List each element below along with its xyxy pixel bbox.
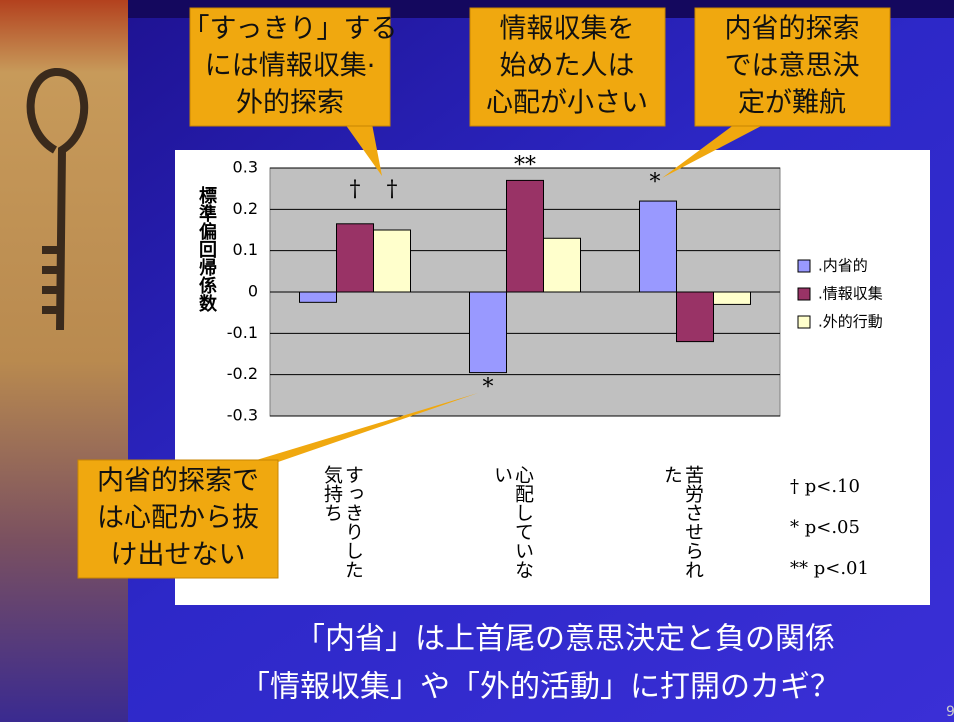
callout-text: には情報収集·: [205, 51, 376, 82]
callout-text: け出せない: [111, 540, 246, 571]
y-tick-label: 0.1: [233, 240, 258, 259]
significance-mark: †: [350, 177, 361, 202]
x-tick-label: すっきりした気持ち: [321, 465, 364, 579]
callout-text: 定が難航: [738, 88, 846, 119]
significance-mark: **: [514, 153, 536, 178]
callout-text: は心配から抜: [97, 503, 259, 534]
key-icon: [26, 68, 89, 331]
y-tick-label: -0.2: [227, 364, 258, 383]
x-tick-label: 心配していない: [491, 465, 534, 579]
callout-text: では意思決: [725, 51, 860, 82]
significance-mark: *: [650, 170, 661, 195]
bar: [373, 229, 411, 293]
x-tick-label: 苦労させられた: [661, 465, 704, 579]
bar: [676, 291, 714, 343]
y-tick-label: 0.2: [233, 199, 258, 218]
significance-note: * p<.05: [790, 517, 860, 538]
legend-swatch: [797, 259, 811, 273]
significance-mark: *: [483, 375, 494, 400]
legend-label: .内省的: [818, 257, 868, 275]
bar: [543, 237, 581, 293]
legend-swatch: [797, 287, 811, 301]
bar: [336, 223, 374, 293]
callout-text: 始めた人は: [500, 51, 635, 82]
callout-text: 情報収集を: [500, 14, 635, 45]
y-tick-label: 0.3: [233, 158, 258, 177]
footer-line: 「情報収集」や「外的活動」に打開のカギ？: [240, 670, 840, 705]
legend-label: .外的行動: [818, 313, 883, 331]
bar: [299, 291, 337, 303]
callout-boxes: [77, 7, 891, 579]
page-number: 9: [946, 704, 954, 720]
notes: † p<.10 * p<.05 ** p<.01: [790, 476, 869, 579]
y-axis-title: 標準偏回帰係数: [196, 186, 217, 312]
callout-texts: 「すっきり」するには情報収集·外的探索情報収集を始めた人は心配が小さい内省的探索…: [97, 14, 860, 571]
bar: [713, 291, 751, 305]
legend-label: .情報収集: [818, 285, 883, 303]
bar: [506, 179, 544, 293]
side-strip: [0, 0, 128, 722]
y-tick-label: 0: [248, 282, 258, 301]
y-tick-label: -0.1: [227, 323, 258, 342]
callout-text: 「すっきり」する: [183, 14, 398, 45]
significance-note: ** p<.01: [790, 558, 869, 579]
y-tick-label: -0.3: [227, 406, 258, 425]
significance-mark: †: [387, 177, 398, 202]
legend-swatch: [797, 315, 811, 329]
significance-note: † p<.10: [790, 476, 860, 497]
callout-text: 外的探索: [236, 88, 344, 119]
callout-text: 内省的探索: [725, 14, 860, 45]
footer-line: 「内省」は上首尾の意思決定と負の関係: [295, 622, 835, 657]
callout-tails: [250, 124, 765, 462]
chart: 0.30.20.10-0.1-0.2-0.3.内省的.情報収集.外的行動† †**…: [227, 153, 923, 425]
bar: [639, 200, 677, 293]
callout-text: 心配が小さい: [486, 88, 648, 119]
bar: [469, 291, 507, 374]
callout-text: 内省的探索で: [97, 466, 259, 497]
